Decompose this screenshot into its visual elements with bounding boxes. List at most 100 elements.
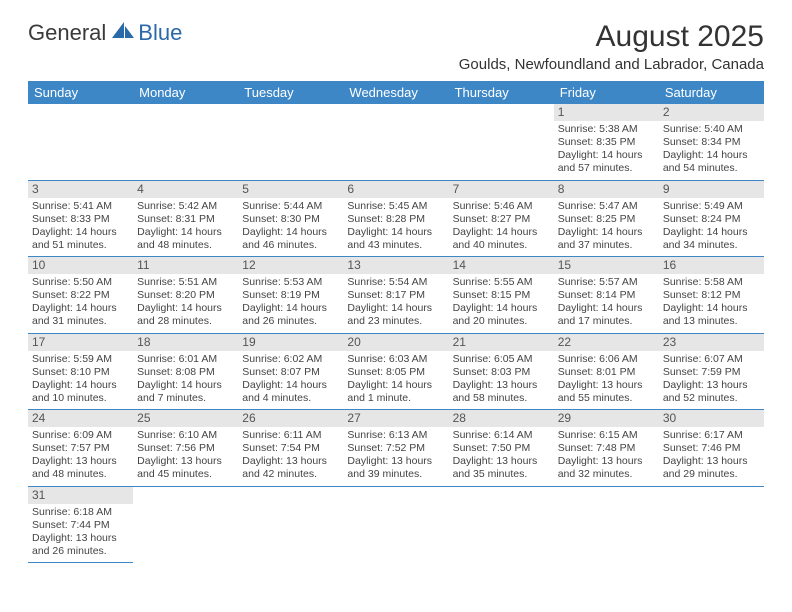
daylight-line: Daylight: 13 hours and 58 minutes. xyxy=(453,379,550,405)
sunset-line: Sunset: 7:52 PM xyxy=(347,442,444,455)
sunrise-line: Sunrise: 5:40 AM xyxy=(663,123,760,136)
day-number: 18 xyxy=(133,334,238,351)
calendar-cell xyxy=(659,486,764,563)
weekday-header: Saturday xyxy=(659,81,764,104)
sunrise-line: Sunrise: 6:06 AM xyxy=(558,353,655,366)
sunrise-line: Sunrise: 6:10 AM xyxy=(137,429,234,442)
calendar-cell: 11Sunrise: 5:51 AMSunset: 8:20 PMDayligh… xyxy=(133,257,238,334)
calendar-cell: 7Sunrise: 5:46 AMSunset: 8:27 PMDaylight… xyxy=(449,180,554,257)
calendar-cell: 31Sunrise: 6:18 AMSunset: 7:44 PMDayligh… xyxy=(28,486,133,563)
daylight-line: Daylight: 13 hours and 42 minutes. xyxy=(242,455,339,481)
daylight-line: Daylight: 14 hours and 40 minutes. xyxy=(453,226,550,252)
calendar-cell: 17Sunrise: 5:59 AMSunset: 8:10 PMDayligh… xyxy=(28,333,133,410)
day-number: 13 xyxy=(343,257,448,274)
calendar-cell: 9Sunrise: 5:49 AMSunset: 8:24 PMDaylight… xyxy=(659,180,764,257)
sunset-line: Sunset: 8:22 PM xyxy=(32,289,129,302)
daylight-line: Daylight: 14 hours and 43 minutes. xyxy=(347,226,444,252)
calendar-week-row: 3Sunrise: 5:41 AMSunset: 8:33 PMDaylight… xyxy=(28,180,764,257)
sunrise-line: Sunrise: 6:13 AM xyxy=(347,429,444,442)
calendar-cell: 2Sunrise: 5:40 AMSunset: 8:34 PMDaylight… xyxy=(659,104,764,180)
sunset-line: Sunset: 8:24 PM xyxy=(663,213,760,226)
calendar-cell: 25Sunrise: 6:10 AMSunset: 7:56 PMDayligh… xyxy=(133,410,238,487)
day-number: 21 xyxy=(449,334,554,351)
calendar-cell xyxy=(343,104,448,180)
day-number: 16 xyxy=(659,257,764,274)
day-number: 7 xyxy=(449,181,554,198)
calendar-cell: 22Sunrise: 6:06 AMSunset: 8:01 PMDayligh… xyxy=(554,333,659,410)
daylight-line: Daylight: 13 hours and 39 minutes. xyxy=(347,455,444,481)
calendar-cell: 1Sunrise: 5:38 AMSunset: 8:35 PMDaylight… xyxy=(554,104,659,180)
weekday-header: Thursday xyxy=(449,81,554,104)
calendar-cell: 29Sunrise: 6:15 AMSunset: 7:48 PMDayligh… xyxy=(554,410,659,487)
day-number: 15 xyxy=(554,257,659,274)
day-number: 8 xyxy=(554,181,659,198)
daylight-line: Daylight: 14 hours and 51 minutes. xyxy=(32,226,129,252)
daylight-line: Daylight: 14 hours and 1 minute. xyxy=(347,379,444,405)
sunset-line: Sunset: 8:03 PM xyxy=(453,366,550,379)
calendar-cell: 26Sunrise: 6:11 AMSunset: 7:54 PMDayligh… xyxy=(238,410,343,487)
calendar-week-row: 17Sunrise: 5:59 AMSunset: 8:10 PMDayligh… xyxy=(28,333,764,410)
day-number: 24 xyxy=(28,410,133,427)
daylight-line: Daylight: 14 hours and 34 minutes. xyxy=(663,226,760,252)
day-number: 5 xyxy=(238,181,343,198)
calendar-cell: 4Sunrise: 5:42 AMSunset: 8:31 PMDaylight… xyxy=(133,180,238,257)
sunset-line: Sunset: 8:27 PM xyxy=(453,213,550,226)
calendar-header-row: SundayMondayTuesdayWednesdayThursdayFrid… xyxy=(28,81,764,104)
sunset-line: Sunset: 8:31 PM xyxy=(137,213,234,226)
calendar-cell xyxy=(449,104,554,180)
sunset-line: Sunset: 8:10 PM xyxy=(32,366,129,379)
sunrise-line: Sunrise: 5:58 AM xyxy=(663,276,760,289)
calendar-cell: 18Sunrise: 6:01 AMSunset: 8:08 PMDayligh… xyxy=(133,333,238,410)
sunrise-line: Sunrise: 6:09 AM xyxy=(32,429,129,442)
weekday-header: Sunday xyxy=(28,81,133,104)
sunrise-line: Sunrise: 5:41 AM xyxy=(32,200,129,213)
day-number: 22 xyxy=(554,334,659,351)
calendar-cell: 27Sunrise: 6:13 AMSunset: 7:52 PMDayligh… xyxy=(343,410,448,487)
sunset-line: Sunset: 8:34 PM xyxy=(663,136,760,149)
calendar-cell: 21Sunrise: 6:05 AMSunset: 8:03 PMDayligh… xyxy=(449,333,554,410)
calendar-cell: 28Sunrise: 6:14 AMSunset: 7:50 PMDayligh… xyxy=(449,410,554,487)
calendar-cell xyxy=(554,486,659,563)
calendar-cell: 10Sunrise: 5:50 AMSunset: 8:22 PMDayligh… xyxy=(28,257,133,334)
sunset-line: Sunset: 8:25 PM xyxy=(558,213,655,226)
calendar-cell xyxy=(343,486,448,563)
day-number: 3 xyxy=(28,181,133,198)
daylight-line: Daylight: 14 hours and 48 minutes. xyxy=(137,226,234,252)
calendar-cell xyxy=(238,104,343,180)
calendar-cell xyxy=(449,486,554,563)
sunset-line: Sunset: 8:19 PM xyxy=(242,289,339,302)
sunrise-line: Sunrise: 5:44 AM xyxy=(242,200,339,213)
calendar-table: SundayMondayTuesdayWednesdayThursdayFrid… xyxy=(28,81,764,563)
daylight-line: Daylight: 14 hours and 17 minutes. xyxy=(558,302,655,328)
sunset-line: Sunset: 8:05 PM xyxy=(347,366,444,379)
day-number: 10 xyxy=(28,257,133,274)
sunset-line: Sunset: 8:12 PM xyxy=(663,289,760,302)
day-number: 2 xyxy=(659,104,764,121)
calendar-cell xyxy=(28,104,133,180)
sunrise-line: Sunrise: 6:03 AM xyxy=(347,353,444,366)
calendar-cell: 8Sunrise: 5:47 AMSunset: 8:25 PMDaylight… xyxy=(554,180,659,257)
calendar-week-row: 1Sunrise: 5:38 AMSunset: 8:35 PMDaylight… xyxy=(28,104,764,180)
day-number: 29 xyxy=(554,410,659,427)
daylight-line: Daylight: 14 hours and 20 minutes. xyxy=(453,302,550,328)
calendar-cell: 12Sunrise: 5:53 AMSunset: 8:19 PMDayligh… xyxy=(238,257,343,334)
calendar-cell: 13Sunrise: 5:54 AMSunset: 8:17 PMDayligh… xyxy=(343,257,448,334)
daylight-line: Daylight: 13 hours and 26 minutes. xyxy=(32,532,129,558)
daylight-line: Daylight: 14 hours and 23 minutes. xyxy=(347,302,444,328)
calendar-cell: 15Sunrise: 5:57 AMSunset: 8:14 PMDayligh… xyxy=(554,257,659,334)
calendar-cell: 5Sunrise: 5:44 AMSunset: 8:30 PMDaylight… xyxy=(238,180,343,257)
weekday-header: Friday xyxy=(554,81,659,104)
logo-text-2: Blue xyxy=(138,20,182,46)
weekday-header: Wednesday xyxy=(343,81,448,104)
sunrise-line: Sunrise: 5:55 AM xyxy=(453,276,550,289)
sunrise-line: Sunrise: 6:02 AM xyxy=(242,353,339,366)
sunset-line: Sunset: 7:48 PM xyxy=(558,442,655,455)
daylight-line: Daylight: 13 hours and 48 minutes. xyxy=(32,455,129,481)
calendar-cell: 14Sunrise: 5:55 AMSunset: 8:15 PMDayligh… xyxy=(449,257,554,334)
sunset-line: Sunset: 8:15 PM xyxy=(453,289,550,302)
sunset-line: Sunset: 7:57 PM xyxy=(32,442,129,455)
daylight-line: Daylight: 14 hours and 57 minutes. xyxy=(558,149,655,175)
calendar-week-row: 10Sunrise: 5:50 AMSunset: 8:22 PMDayligh… xyxy=(28,257,764,334)
logo: General Blue xyxy=(28,20,182,46)
daylight-line: Daylight: 13 hours and 45 minutes. xyxy=(137,455,234,481)
